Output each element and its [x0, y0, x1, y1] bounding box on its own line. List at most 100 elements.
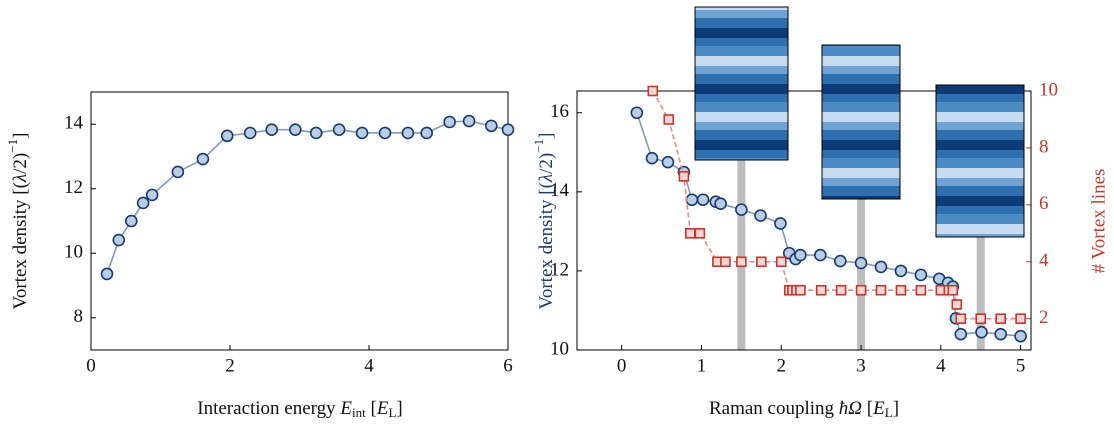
y-tick-label: 12 — [550, 259, 569, 280]
marker — [663, 114, 675, 125]
series-line — [652, 90, 1021, 320]
marker — [774, 217, 787, 230]
y-tick-label: 10 — [64, 242, 83, 263]
y-axis-label: Vortex density [(λ/2)−1] — [531, 133, 557, 310]
marker — [136, 196, 150, 210]
marker — [355, 126, 369, 140]
marker — [736, 256, 747, 268]
highlight-bar — [976, 237, 985, 350]
marker — [332, 123, 346, 137]
y2-tick-label: 8 — [1039, 136, 1049, 157]
y2-tick-label: 4 — [1039, 250, 1049, 271]
marker — [501, 123, 515, 137]
marker — [265, 123, 279, 137]
marker — [220, 129, 234, 143]
marker — [775, 256, 787, 268]
marker — [661, 155, 675, 169]
marker — [485, 119, 498, 133]
highlight-bar — [737, 160, 746, 350]
marker — [795, 284, 806, 296]
marker — [112, 233, 126, 247]
marker — [685, 193, 699, 207]
marker — [694, 228, 706, 239]
marker — [685, 228, 696, 239]
marker — [914, 268, 928, 282]
x-tick-label: 6 — [503, 355, 513, 376]
x-tick-label: 4 — [936, 355, 946, 376]
marker — [947, 284, 959, 296]
marker — [443, 115, 456, 129]
plot-frame — [90, 91, 509, 351]
y2-tick-label: 2 — [1039, 307, 1049, 328]
x-tick-label: 0 — [86, 355, 96, 376]
marker — [815, 284, 827, 296]
y-tick-label: 14 — [64, 113, 84, 134]
marker — [462, 114, 476, 128]
marker — [995, 313, 1006, 324]
marker — [754, 209, 767, 222]
x-tick-label: 2 — [225, 355, 235, 376]
marker — [378, 126, 392, 140]
y-tick-label: 10 — [550, 338, 569, 359]
marker — [994, 327, 1007, 341]
marker — [125, 214, 138, 228]
marker — [645, 151, 659, 165]
x-tick-label: 1 — [697, 355, 707, 376]
marker — [895, 284, 907, 296]
marker — [289, 123, 302, 137]
marker — [420, 126, 433, 140]
marker — [630, 106, 644, 120]
marker — [854, 256, 868, 270]
marker — [696, 193, 710, 207]
marker — [954, 327, 968, 341]
marker — [894, 264, 908, 278]
y2-tick-label: 6 — [1039, 193, 1049, 214]
series-line — [106, 120, 509, 275]
x-tick-label: 3 — [856, 355, 866, 376]
plot-frame — [576, 90, 1032, 351]
marker — [951, 299, 963, 310]
marker — [756, 256, 767, 268]
inset-image — [821, 44, 901, 200]
marker — [309, 126, 323, 140]
inset-image — [694, 6, 789, 161]
marker — [855, 284, 867, 296]
marker — [875, 284, 887, 296]
marker — [678, 171, 690, 182]
x-tick-label: 4 — [364, 355, 374, 376]
marker — [1015, 313, 1026, 324]
marker — [955, 313, 967, 324]
x-tick-label: 0 — [617, 355, 627, 376]
marker — [714, 197, 727, 210]
y-tick-label: 12 — [64, 177, 83, 198]
marker — [720, 256, 731, 268]
x-axis-label: Interaction energy Eint [EL] — [197, 398, 402, 420]
marker — [915, 284, 927, 296]
marker — [975, 313, 987, 324]
marker — [171, 165, 185, 179]
x-tick-label: 2 — [777, 355, 787, 376]
marker — [814, 248, 827, 262]
marker — [647, 85, 659, 97]
y-tick-label: 8 — [74, 306, 84, 327]
marker — [874, 260, 888, 274]
marker — [243, 126, 257, 140]
marker — [145, 188, 159, 202]
y-axis-label: Vortex density [(λ/2)−1] — [5, 133, 31, 310]
y-tick-label: 16 — [550, 101, 569, 122]
marker — [401, 126, 415, 140]
marker — [100, 267, 114, 281]
y2-tick-label: 10 — [1039, 79, 1058, 100]
x-tick-label: 5 — [1016, 355, 1026, 376]
marker — [835, 284, 847, 296]
marker — [975, 325, 988, 339]
highlight-bar — [857, 199, 866, 350]
marker — [196, 152, 210, 166]
y-tick-label: 14 — [550, 180, 570, 201]
marker — [794, 248, 807, 262]
y2-axis-label: # Vortex lines — [1088, 169, 1109, 274]
marker — [735, 203, 748, 216]
marker — [1014, 329, 1027, 343]
inset-image — [935, 84, 1025, 238]
